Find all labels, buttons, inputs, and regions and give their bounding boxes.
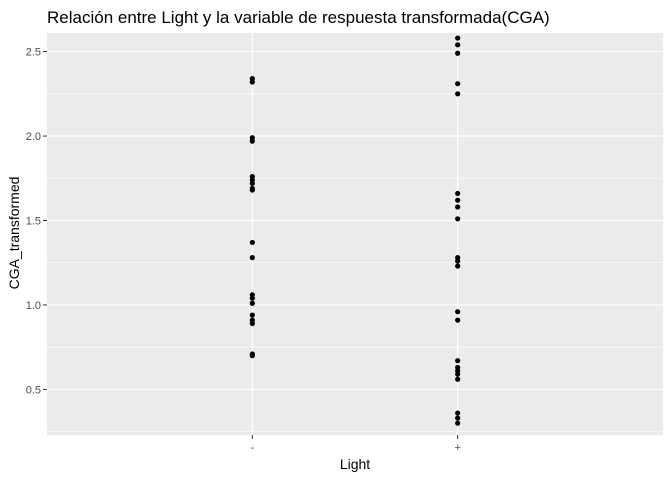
- data-point: [249, 79, 255, 85]
- data-point: [455, 420, 461, 426]
- data-point: [455, 258, 461, 264]
- y-axis-title: CGA_transformed: [6, 177, 22, 290]
- chart-title: Relación entre Light y la variable de re…: [47, 8, 550, 27]
- data-point: [249, 187, 255, 193]
- x-tick-label: -: [250, 442, 254, 454]
- data-point: [455, 358, 461, 364]
- x-tick-label: +: [454, 442, 460, 454]
- data-point: [455, 50, 461, 56]
- data-point: [455, 415, 461, 421]
- data-point: [455, 190, 461, 197]
- data-point: [455, 216, 461, 222]
- data-point: [455, 263, 461, 269]
- data-point: [455, 317, 461, 323]
- data-point: [455, 81, 461, 87]
- y-axis: 0.5 1.0 1.5 2.0 2.5: [26, 47, 47, 396]
- data-point: [249, 239, 255, 246]
- data-point: [455, 376, 461, 382]
- data-point: [455, 410, 461, 416]
- data-point: [455, 371, 461, 377]
- x-axis: - +: [250, 435, 461, 454]
- data-point: [249, 180, 255, 186]
- data-point: [249, 138, 255, 144]
- data-point: [249, 312, 255, 318]
- y-tick-label: 0.5: [26, 384, 41, 396]
- gridlines: [47, 33, 663, 435]
- data-point: [249, 320, 255, 327]
- data-point: [455, 309, 461, 315]
- data-point: [249, 295, 255, 301]
- x-axis-title: Light: [340, 456, 370, 472]
- data-point: [455, 204, 461, 210]
- y-tick-label: 1.0: [26, 300, 41, 312]
- data-point: [455, 197, 461, 203]
- y-tick-label: 1.5: [26, 215, 41, 227]
- data-point: [455, 35, 461, 41]
- data-points: [249, 35, 461, 426]
- data-point: [249, 353, 255, 359]
- data-point: [249, 255, 255, 261]
- data-point: [249, 300, 255, 306]
- plot-panel: [47, 33, 663, 435]
- data-point: [455, 91, 461, 97]
- y-tick-label: 2.0: [26, 131, 41, 143]
- y-tick-label: 2.5: [26, 47, 41, 59]
- data-point: [455, 42, 461, 48]
